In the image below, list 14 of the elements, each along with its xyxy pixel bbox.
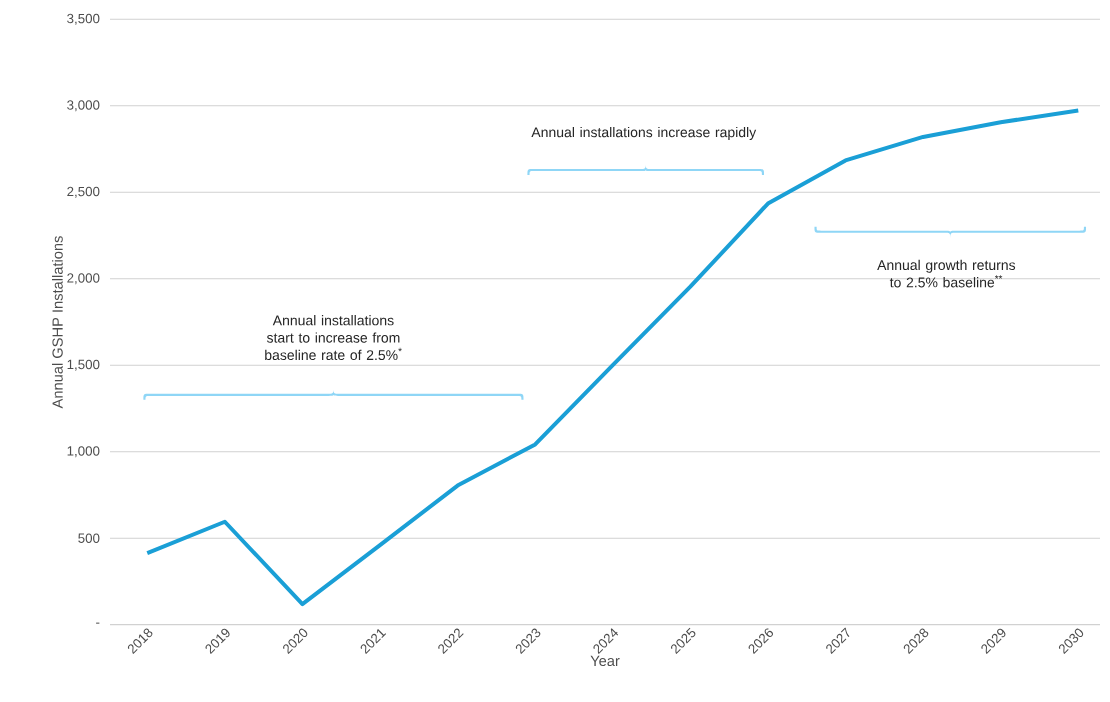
line-series — [145, 108, 1081, 607]
y-tick-label: - — [96, 622, 100, 624]
annotation: Annual installations increase rapidly — [531, 126, 757, 140]
y-tick-label: 1,500 — [67, 359, 100, 371]
annotation: Annual installations start to increase from baseline rate of 2.5%$^{*}$ — [265, 315, 402, 361]
y-tick-label: 1,000 — [67, 446, 100, 458]
y-axis-title: Annual GSHP Installations — [52, 236, 63, 409]
y-tick-label: 3,000 — [67, 100, 100, 112]
annotation: Annual growth returns to 2.5% baseline$^{**}$ — [877, 259, 1016, 288]
x-axis-title: Year — [590, 655, 620, 667]
y-tick-label: 3,500 — [67, 13, 100, 25]
y-tick-label: 500 — [78, 533, 100, 543]
y-tick-label: 2,000 — [67, 273, 100, 285]
y-tick-label: 2,500 — [67, 186, 100, 198]
